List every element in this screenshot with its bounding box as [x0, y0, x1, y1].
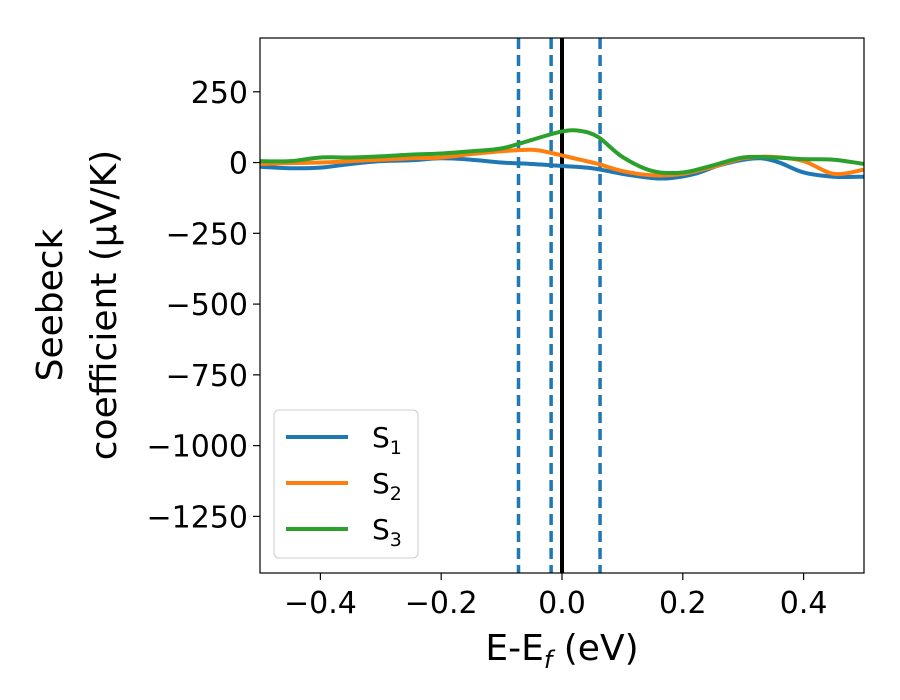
series-line-s3 [260, 128, 864, 176]
x-tick-label: 0.2 [659, 586, 707, 621]
x-tick-label: 0.0 [538, 586, 586, 621]
legend-label-s2: S2 [372, 467, 402, 505]
y-tick-label: −750 [166, 359, 248, 394]
y-tick-label: −1000 [147, 430, 248, 465]
legend-label-s3: S3 [372, 513, 402, 551]
y-tick-label: 250 [191, 76, 248, 111]
y-tick-label: −500 [166, 288, 248, 323]
x-axis-label-base: E-E [485, 628, 543, 669]
reference-lines [516, 38, 602, 573]
y-tick-label: 0 [229, 147, 248, 182]
y-axis-label: Seebeck coefficient (μV/K) [30, 150, 125, 460]
y-axis-label-line1: Seebeck [30, 228, 71, 381]
y-tick-label: −250 [166, 217, 248, 252]
x-axis-label: E-Ef (eV) [485, 628, 638, 674]
y-axis-label-line2: coefficient (μV/K) [84, 150, 125, 460]
y-axis-ticks: 250 0 −250 −500 −750 −1000 −1250 [147, 76, 260, 535]
series-lines [260, 128, 864, 181]
x-axis-label-unit: (eV) [552, 628, 638, 669]
y-tick-label: −1250 [147, 500, 248, 535]
legend: S1 S2 S3 [273, 409, 419, 559]
legend-label-s1: S1 [372, 421, 402, 459]
x-tick-label: 0.4 [780, 586, 828, 621]
x-tick-label: −0.2 [405, 586, 478, 621]
x-tick-label: −0.4 [284, 586, 357, 621]
x-axis-ticks: −0.4 −0.2 0.0 0.2 0.4 [284, 573, 827, 621]
